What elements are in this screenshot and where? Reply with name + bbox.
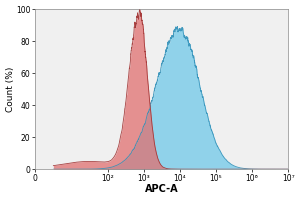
X-axis label: APC-A: APC-A [145, 184, 178, 194]
Y-axis label: Count (%): Count (%) [6, 66, 15, 112]
